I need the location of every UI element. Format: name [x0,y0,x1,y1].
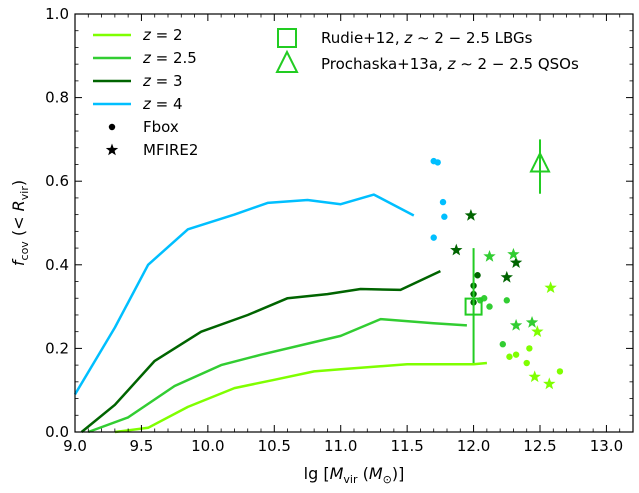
prochaska-triangle-marker [529,151,551,173]
legend-square-swatch [277,28,297,48]
fbox-point [506,353,513,360]
mfire2-point [500,270,513,283]
rudie-square-marker [464,297,483,316]
mfire2-point [509,318,523,331]
legend-triangle-swatch [275,49,299,73]
mfire2-point [464,208,478,221]
fbox-point [486,303,493,310]
x-tick-label: 10.0 [191,437,224,455]
fbox-point [430,234,437,241]
y-tick-label: 1.0 [45,5,69,23]
ticks-layer: 9.0 9.5 10.0 10.5 11.0 11.5 12.0 12.5 13.0 0.0 0.2… [45,5,634,455]
series-line-z3 [80,269,441,433]
x-tick-label: 13.0 [590,437,623,455]
legend-label: z = 2.5 [142,49,197,67]
observations-layer [464,139,551,364]
x-tick-label: 12.5 [523,437,556,455]
mfire2-point [531,325,544,337]
fbox-point [474,272,481,279]
fbox-point [441,213,448,220]
fbox-point [439,198,447,206]
legend-label: z = 4 [142,95,183,113]
y-tick-label: 0.6 [45,172,69,190]
series-line-z4 [73,193,415,396]
fbox-point [434,159,441,166]
x-tick-label: 11.0 [324,437,357,455]
fbox-point [523,359,530,367]
points-layer [430,157,564,390]
legend-label: z = 2 [142,26,183,44]
legend-left: z = 2 z = 2.5 z = 3 z = 4 Fbox MFIRE2 [93,26,198,159]
fbox-point [512,351,520,358]
series-line-z2.5 [87,317,467,434]
fbox-point [503,297,510,304]
mfire2-point [483,249,496,262]
fbox-point [499,341,506,348]
fbox-point [526,345,533,352]
mfire2-point [543,377,556,390]
x-axis-title: lg [Mvir (M⊙)] [304,464,405,486]
fbox-point [556,368,564,375]
y-tick-label: 0.0 [45,423,69,441]
legend-right: Rudie+12, z ∼ 2 − 2.5 LBGs Prochaska+13a,… [275,28,579,73]
y-tick-label: 0.2 [45,339,69,357]
mfire2-point [525,315,539,328]
x-tick-label: 11.5 [390,437,423,455]
mfire2-point [450,243,463,256]
legend-label: Rudie+12, z ∼ 2 − 2.5 LBGs [321,29,533,47]
legend-label: z = 3 [142,72,183,90]
series-line-z2 [114,361,488,434]
mfire2-point [544,281,557,294]
legend-label: Prochaska+13a, z ∼ 2 − 2.5 QSOs [321,55,579,73]
y-tick-label: 0.4 [45,256,69,274]
x-tick-label: 10.5 [258,437,291,455]
x-tick-label: 9.0 [63,437,87,455]
x-tick-label: 12.0 [457,437,490,455]
y-tick-label: 0.8 [45,89,69,107]
legend-label: Fbox [143,118,179,136]
x-tick-label: 9.5 [129,437,153,455]
legend-dot-swatch [108,123,116,131]
mfire2-point [509,256,523,268]
mfire2-point [507,247,520,260]
legend-star-swatch [105,143,119,156]
mfire2-point [528,370,541,383]
fbox-point [481,295,488,302]
series-layer [73,193,488,434]
legend-label: MFIRE2 [143,141,198,159]
y-axis-title: fcov (< Rvir) [9,180,31,266]
